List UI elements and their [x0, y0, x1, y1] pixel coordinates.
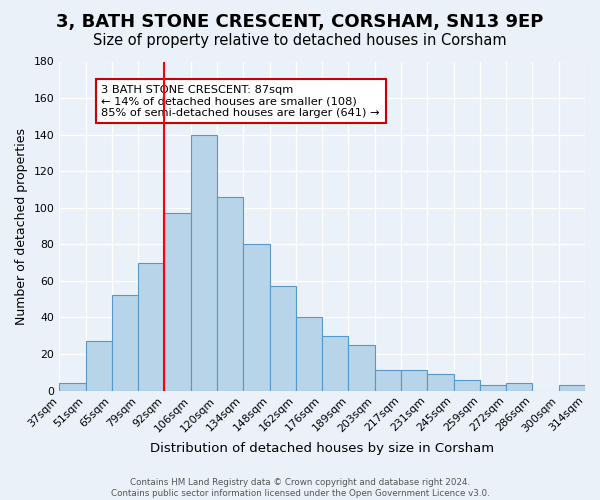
Bar: [217, 197, 243, 390]
Text: Contains HM Land Registry data © Crown copyright and database right 2024.
Contai: Contains HM Land Registry data © Crown c…: [110, 478, 490, 498]
Bar: [164, 213, 191, 390]
Bar: [59, 383, 86, 390]
Text: Size of property relative to detached houses in Corsham: Size of property relative to detached ho…: [93, 32, 507, 48]
Bar: [243, 244, 269, 390]
Bar: [322, 336, 349, 390]
Bar: [349, 345, 375, 391]
Bar: [296, 318, 322, 390]
Bar: [191, 134, 217, 390]
Bar: [480, 385, 506, 390]
Bar: [138, 262, 164, 390]
Bar: [269, 286, 296, 391]
Bar: [454, 380, 480, 390]
Bar: [112, 296, 138, 390]
Text: 3 BATH STONE CRESCENT: 87sqm
← 14% of detached houses are smaller (108)
85% of s: 3 BATH STONE CRESCENT: 87sqm ← 14% of de…: [101, 84, 380, 117]
X-axis label: Distribution of detached houses by size in Corsham: Distribution of detached houses by size …: [150, 442, 494, 455]
Y-axis label: Number of detached properties: Number of detached properties: [15, 128, 28, 324]
Bar: [401, 370, 427, 390]
Text: 3, BATH STONE CRESCENT, CORSHAM, SN13 9EP: 3, BATH STONE CRESCENT, CORSHAM, SN13 9E…: [56, 12, 544, 30]
Bar: [506, 383, 532, 390]
Bar: [427, 374, 454, 390]
Bar: [375, 370, 401, 390]
Bar: [86, 341, 112, 390]
Bar: [559, 385, 585, 390]
